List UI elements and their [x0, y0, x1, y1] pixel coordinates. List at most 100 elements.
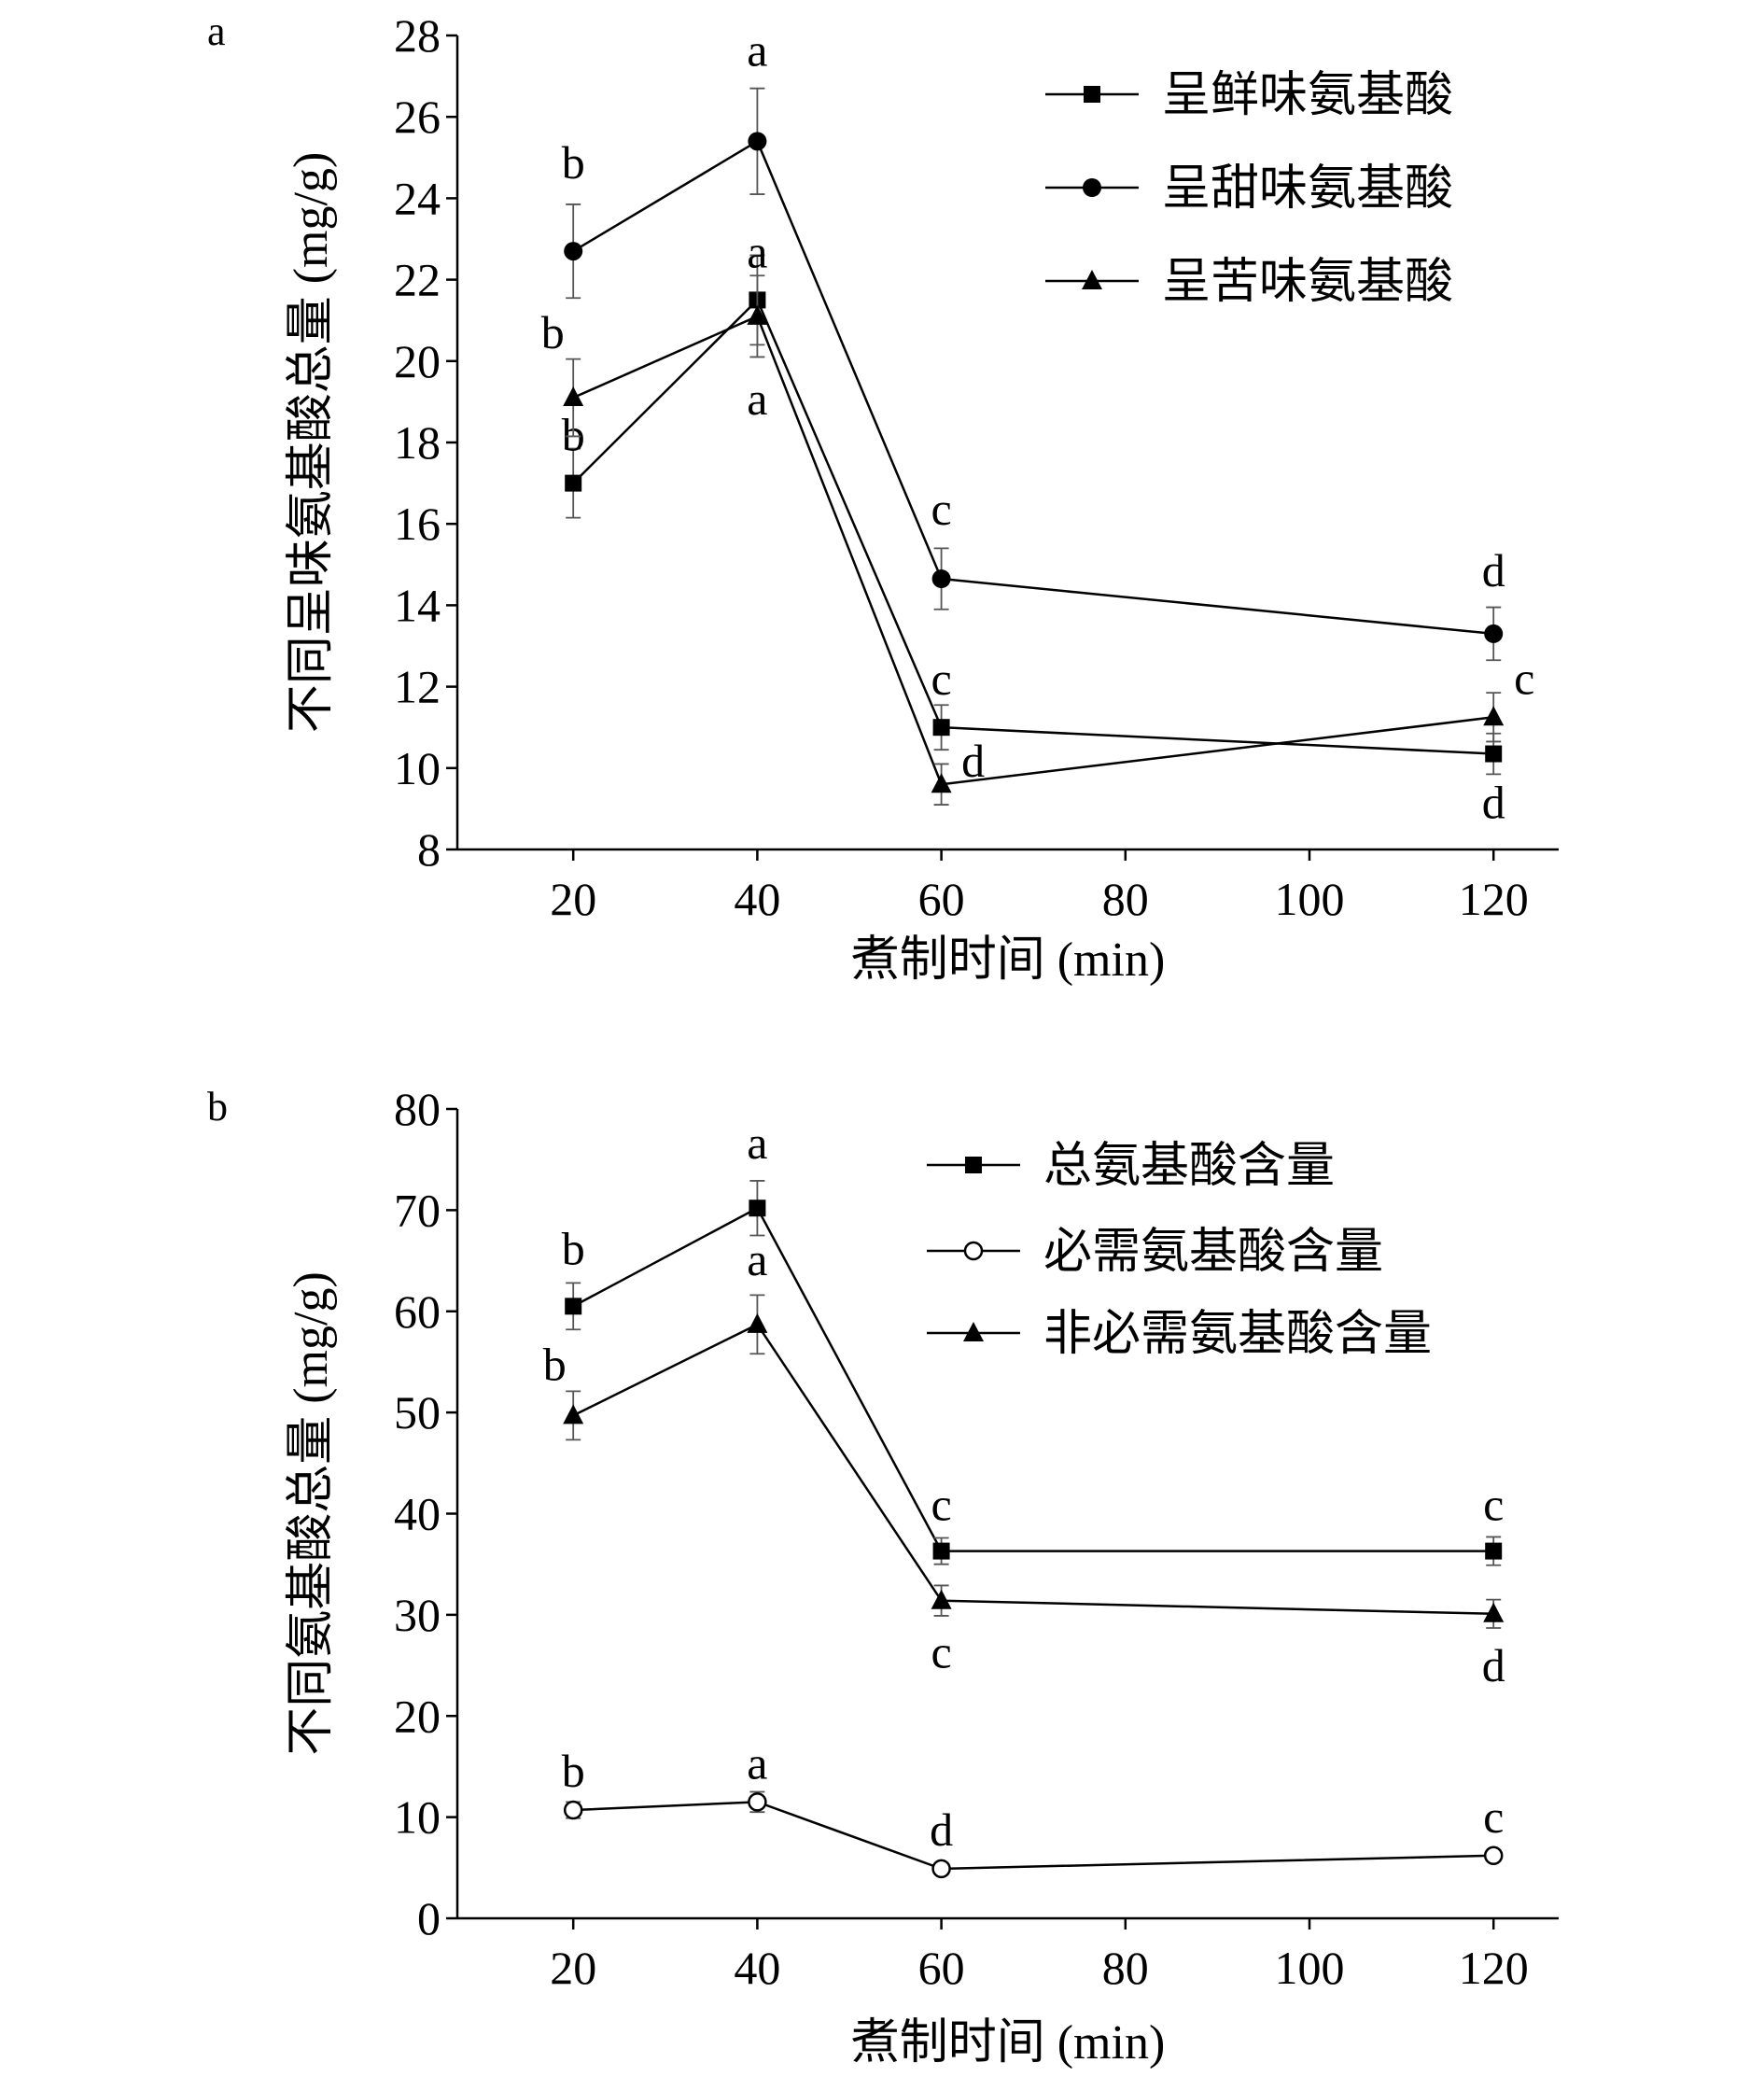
x-tick-label: 60 [918, 1942, 965, 1994]
significance-label: c [1483, 1790, 1504, 1843]
y-tick-label: 80 [394, 1083, 441, 1135]
panel-letter: b [207, 1084, 228, 1130]
x-tick-label: 40 [734, 1942, 780, 1994]
significance-label: d [961, 735, 985, 787]
significance-label: c [931, 483, 951, 535]
x-axis-title: 煮制时间 (min) [851, 2016, 1166, 2070]
series-line [573, 1801, 1494, 1871]
series-line [572, 139, 1494, 636]
chart-panel-b: b 0 10 20 30 40 50 60 70 80 20 40 60 80 100 120 煮制时间 (mi… [207, 1083, 1559, 2070]
data-point [565, 1298, 582, 1315]
data-point [563, 1404, 584, 1424]
x-tick-label: 20 [550, 873, 596, 925]
significance-label: a [747, 23, 767, 76]
x-tick-label: 120 [1459, 1942, 1529, 1994]
y-tick-label: 24 [394, 172, 441, 224]
y-tick-label: 20 [394, 335, 441, 387]
significance-label: a [747, 1116, 767, 1169]
significance-label: d [930, 1803, 953, 1856]
series-line [572, 315, 1494, 786]
x-axis-title: 煮制时间 (min) [851, 933, 1166, 987]
data-point [931, 569, 951, 589]
legend-marker [965, 1157, 982, 1173]
data-point [1483, 1602, 1505, 1622]
significance-label: c [931, 1479, 951, 1531]
significance-label: a [747, 1736, 767, 1789]
data-point [748, 132, 767, 151]
series-line [572, 1323, 1494, 1616]
panel-letter: a [207, 8, 226, 54]
legend-label: 呈甜味氨基酸 [1162, 162, 1453, 216]
x-tick-label: 60 [918, 873, 965, 925]
legend-label: 呈鲜味氨基酸 [1162, 69, 1453, 122]
series-line [572, 1206, 1494, 1552]
significance-label: c [1514, 652, 1534, 704]
data-point [932, 1542, 950, 1560]
x-tick-label: 100 [1275, 1942, 1345, 1994]
significance-label: a [747, 372, 767, 425]
significance-label: d [1482, 777, 1505, 829]
chart-panel-a: a 8 10 12 14 16 18 20 22 24 26 28 20 40 60 80 100 120 煮制时间… [207, 8, 1559, 987]
legend-label: 必需氨基酸含量 [1043, 1226, 1383, 1279]
legend-marker [1083, 178, 1101, 197]
data-point [931, 1859, 951, 1879]
y-tick-label: 14 [394, 579, 441, 631]
y-tick-label: 18 [394, 416, 441, 469]
data-point [747, 1312, 768, 1333]
data-point [931, 773, 952, 793]
legend-marker [1082, 270, 1102, 289]
y-tick-label: 30 [394, 1589, 441, 1641]
legend-label: 非必需氨基酸含量 [1043, 1308, 1432, 1361]
x-tick-label: 80 [1102, 873, 1149, 925]
y-tick-label: 8 [417, 823, 441, 876]
y-tick-label: 50 [394, 1386, 441, 1438]
legend-label: 呈苦味氨基酸 [1162, 256, 1453, 309]
y-axis-title: 不同氨基酸总量 (mg/g) [285, 1271, 338, 1756]
significance-label: d [1482, 544, 1505, 596]
data-point [1484, 624, 1504, 643]
significance-label: b [543, 1338, 567, 1390]
data-point [749, 1200, 766, 1217]
data-point [1483, 1845, 1504, 1866]
x-tick-label: 20 [550, 1942, 596, 1994]
significance-label: c [931, 1626, 951, 1678]
series-1: b a c d [562, 23, 1505, 662]
x-tick-label: 120 [1459, 873, 1529, 925]
data-point [564, 242, 583, 261]
legend-label: 总氨基酸含量 [1043, 1140, 1335, 1193]
significance-label: b [541, 306, 565, 358]
data-point [1485, 1542, 1503, 1560]
data-point [565, 474, 582, 492]
y-tick-label: 26 [394, 91, 441, 143]
y-tick-label: 0 [417, 1892, 441, 1944]
y-tick-label: 10 [394, 1791, 441, 1844]
y-axis-title: 不同呈味氨基酸总量 (mg/g) [285, 152, 338, 734]
y-tick-label: 60 [394, 1285, 441, 1338]
x-tick-label: 40 [734, 873, 780, 925]
significance-label: b [562, 136, 585, 189]
legend-marker [963, 1322, 984, 1341]
data-point [932, 719, 950, 737]
x-tick-label: 100 [1275, 873, 1345, 925]
significance-label: a [747, 225, 767, 277]
significance-label: b [562, 1745, 585, 1797]
y-tick-label: 28 [394, 9, 441, 62]
y-tick-label: 16 [394, 498, 441, 550]
y-tick-label: 20 [394, 1690, 441, 1742]
data-point [931, 1589, 952, 1609]
series-line [572, 298, 1494, 755]
y-tick-label: 40 [394, 1488, 441, 1540]
y-tick-label: 70 [394, 1184, 441, 1236]
data-point [747, 304, 768, 325]
data-point [1485, 745, 1503, 763]
significance-label: c [931, 653, 951, 705]
legend-marker [963, 1241, 984, 1261]
legend-marker [1084, 86, 1100, 103]
significance-label: c [1483, 1479, 1504, 1531]
series-2: b a c d [543, 1233, 1505, 1691]
x-tick-label: 80 [1102, 1942, 1149, 1994]
